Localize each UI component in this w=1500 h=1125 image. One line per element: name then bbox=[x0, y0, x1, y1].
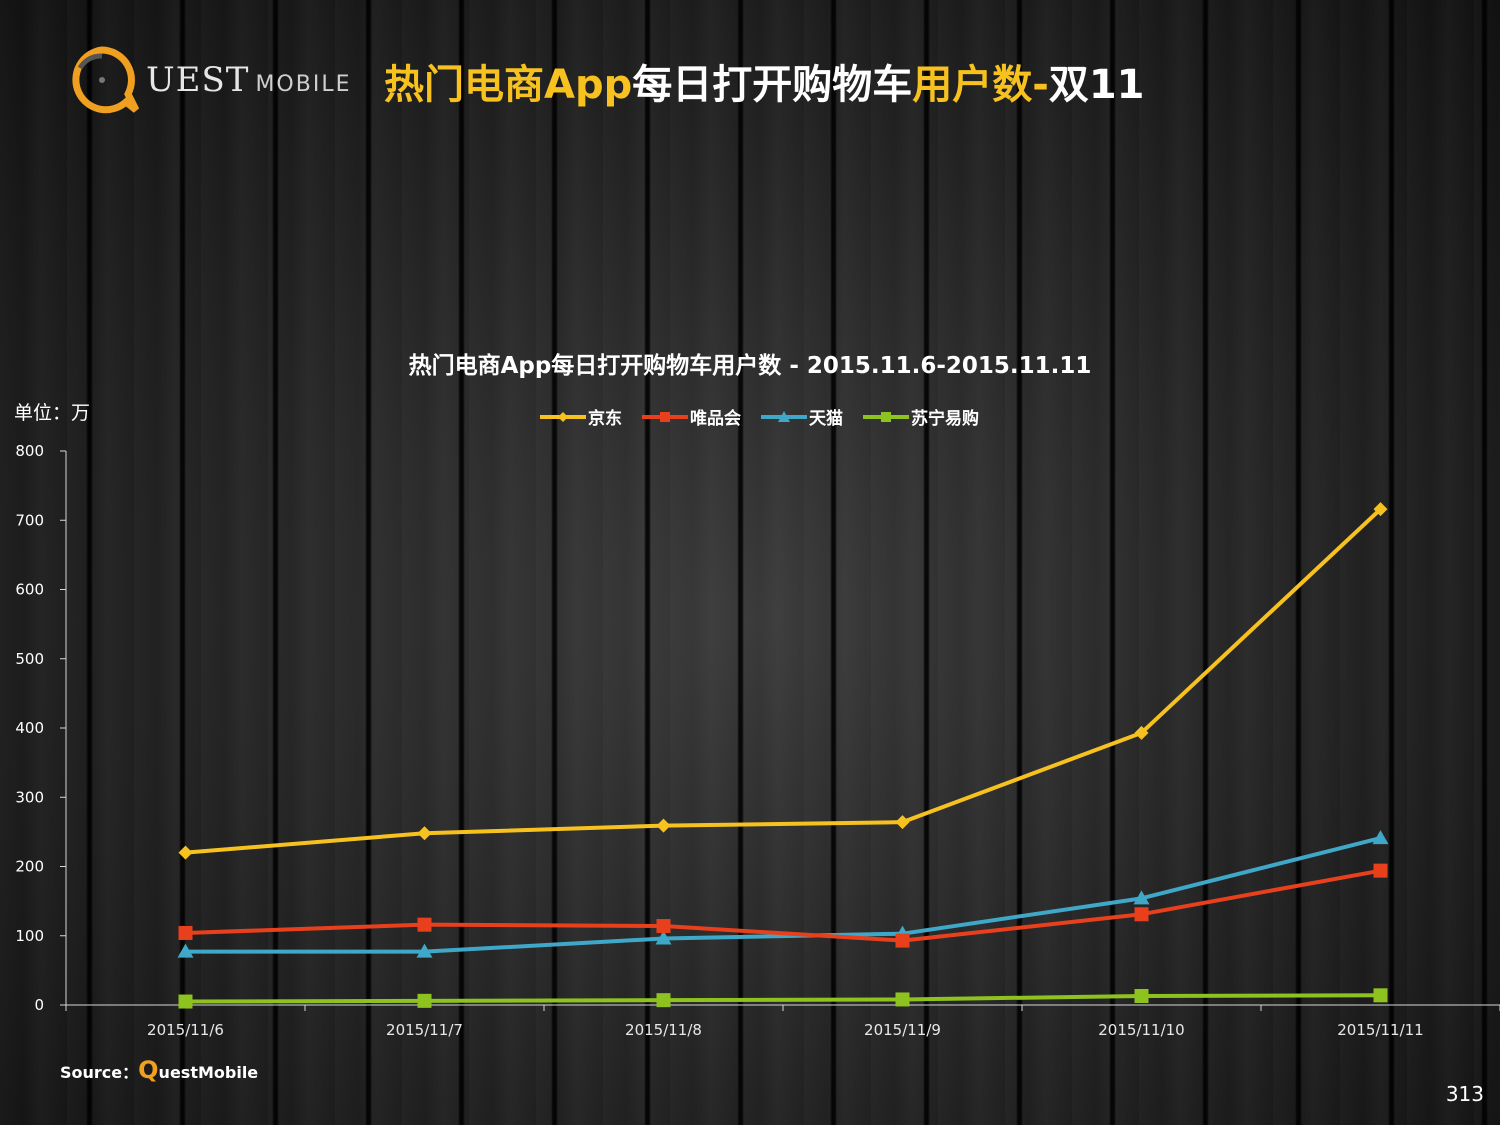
series-line-0 bbox=[185, 507, 1382, 855]
data-point-0-0 bbox=[178, 845, 193, 860]
y-tick-label: 600 bbox=[15, 581, 44, 599]
data-point-3-0 bbox=[178, 994, 193, 1009]
data-point-2-5 bbox=[1372, 830, 1389, 845]
data-point-3-2 bbox=[656, 993, 671, 1008]
data-point-0-5 bbox=[1373, 502, 1388, 517]
series-line-1 bbox=[185, 868, 1381, 943]
legend-item-1: 唯品会 bbox=[642, 404, 741, 429]
series-line-3 bbox=[185, 993, 1381, 1004]
data-point-1-0 bbox=[178, 925, 193, 940]
y-tick-label: 700 bbox=[15, 511, 44, 529]
x-tick-label: 2015/11/10 bbox=[1098, 1021, 1184, 1039]
data-point-1-5 bbox=[1373, 863, 1388, 878]
legend-swatch-icon bbox=[863, 411, 909, 422]
chart-legend: 京东 唯品会 天猫 苏宁易购 bbox=[540, 404, 979, 429]
legend-swatch-icon bbox=[761, 410, 807, 422]
data-point-1-3 bbox=[895, 933, 910, 948]
legend-swatch-icon bbox=[642, 411, 688, 422]
x-tick-label: 2015/11/7 bbox=[386, 1021, 463, 1039]
legend-swatch-icon bbox=[540, 411, 586, 422]
legend-item-2: 天猫 bbox=[761, 404, 843, 429]
page-title-part4: 双11 bbox=[1048, 62, 1145, 108]
y-tick-label: 200 bbox=[15, 858, 44, 876]
series-line-2 bbox=[185, 836, 1381, 954]
data-point-3-4 bbox=[1134, 988, 1149, 1003]
chart-title: 热门电商App每日打开购物车用户数 - 2015.11.6-2015.11.11 bbox=[408, 353, 1092, 379]
data-point-0-1 bbox=[417, 826, 432, 841]
page-title-part1: 热门电商App bbox=[384, 62, 633, 108]
logo-wordmark: UEST MOBILE bbox=[146, 60, 352, 100]
x-tick-label: 2015/11/6 bbox=[147, 1021, 224, 1039]
legend-item-3: 苏宁易购 bbox=[863, 404, 979, 429]
x-tick-label: 2015/11/9 bbox=[864, 1021, 941, 1039]
data-point-0-3 bbox=[895, 815, 910, 830]
legend-item-0: 京东 bbox=[540, 404, 622, 429]
data-point-2-1 bbox=[416, 943, 433, 958]
y-tick-label: 0 bbox=[34, 996, 44, 1014]
y-tick-label: 100 bbox=[15, 927, 44, 945]
page-number: 313 bbox=[1445, 1082, 1484, 1106]
data-point-1-1 bbox=[417, 917, 432, 932]
page-title-part2: 每日打开购物车 bbox=[632, 62, 913, 108]
data-point-0-2 bbox=[656, 818, 671, 833]
y-tick-label: 400 bbox=[15, 719, 44, 737]
data-point-2-0 bbox=[177, 943, 194, 958]
data-point-3-1 bbox=[417, 993, 432, 1008]
page-title: 热门电商App每日打开购物车用户数-双11 bbox=[384, 52, 1145, 110]
page-title-part3: 用户数- bbox=[912, 62, 1049, 108]
y-tick-label: 800 bbox=[15, 442, 44, 460]
data-point-0-4 bbox=[1134, 725, 1149, 740]
y-tick-label: 500 bbox=[15, 650, 44, 668]
y-tick-label: 300 bbox=[15, 788, 44, 806]
legend-label: 天猫 bbox=[809, 409, 843, 429]
x-tick-label: 2015/11/8 bbox=[625, 1021, 702, 1039]
quest-mobile-logo: UEST MOBILE bbox=[66, 44, 349, 116]
unit-label: 单位：万 bbox=[14, 402, 91, 424]
legend-label: 京东 bbox=[588, 409, 622, 429]
data-point-1-2 bbox=[656, 919, 671, 934]
legend-label: 苏宁易购 bbox=[911, 409, 979, 429]
data-point-2-4 bbox=[1133, 890, 1150, 905]
x-tick-label: 2015/11/11 bbox=[1337, 1021, 1423, 1039]
source-note: Source：QuestMobile bbox=[60, 1056, 259, 1084]
data-point-1-4 bbox=[1134, 907, 1149, 922]
legend-label: 唯品会 bbox=[690, 409, 741, 429]
data-point-2-2 bbox=[655, 930, 672, 945]
data-point-3-3 bbox=[895, 992, 910, 1007]
q-logo-icon bbox=[72, 46, 140, 114]
data-point-3-5 bbox=[1373, 988, 1388, 1003]
